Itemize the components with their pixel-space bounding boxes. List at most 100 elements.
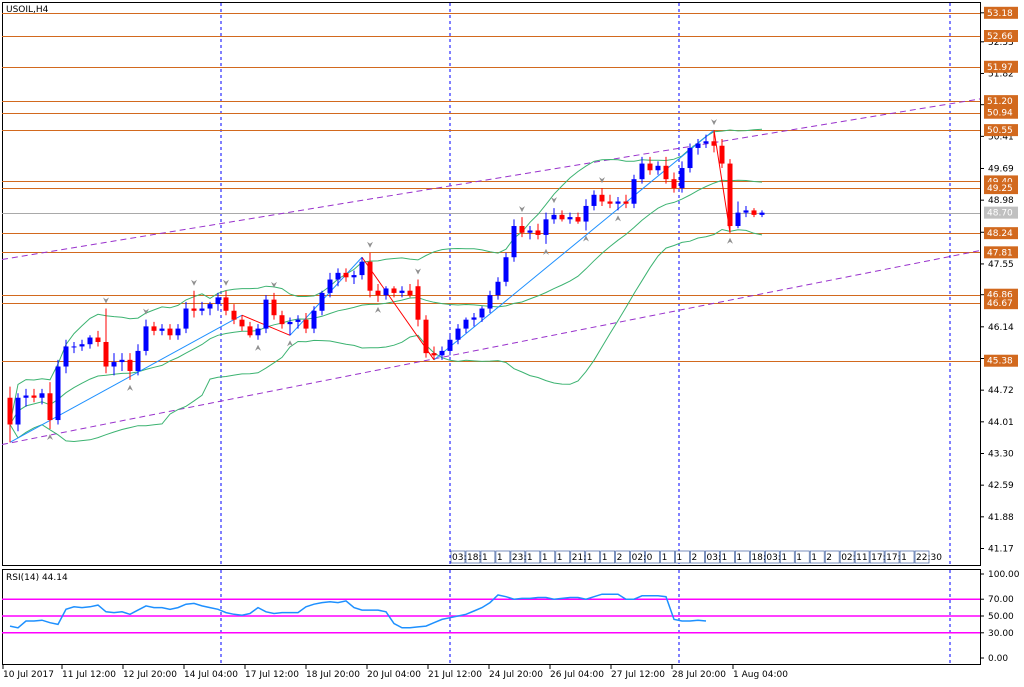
price-level-tag-label: 53.18 <box>987 9 1013 19</box>
candle-body-bull <box>743 210 749 213</box>
candle-body-bull <box>79 344 85 347</box>
fractal-up-arrow <box>223 279 229 286</box>
price-level-tag <box>984 354 1018 367</box>
price-level-tag <box>984 30 1018 43</box>
time-marker-box <box>854 550 870 564</box>
candle-body-bear <box>375 290 381 296</box>
candle-body-bear <box>415 286 421 320</box>
fractal-down-arrow <box>375 306 381 313</box>
candle-body-bull <box>295 319 301 322</box>
rsi-pane-frame <box>2 569 981 665</box>
candle-body-bear <box>535 230 541 235</box>
time-tick-label: 28 Jul 20:00 <box>672 670 726 680</box>
price-level-tag <box>984 106 1018 119</box>
main-pane-frame <box>2 2 981 566</box>
candle-body-bull <box>399 290 405 293</box>
price-tick-label: 50.41 <box>988 132 1014 142</box>
candle-body-bear <box>431 353 437 356</box>
time-marker-label: 1 <box>736 553 742 563</box>
fractal-up-arrow <box>271 281 277 288</box>
price-level-tag <box>984 246 1018 259</box>
time-marker-label: 03:00 <box>452 553 478 563</box>
time-marker-label: 1 <box>497 553 503 563</box>
zigzag-segment <box>713 130 731 233</box>
fractal-down-arrow <box>727 237 733 244</box>
time-marker-box <box>525 550 541 564</box>
zigzag-segment <box>361 256 435 361</box>
fractal-down-arrow <box>127 384 133 391</box>
candle-body-bull <box>39 393 45 398</box>
zigzag-segment <box>9 314 243 443</box>
time-marker-label: 1 <box>527 553 533 563</box>
time-marker-box <box>480 550 496 564</box>
candle-body-bull <box>23 395 29 398</box>
fractal-up-arrow <box>711 119 717 126</box>
time-marker-label: 11 <box>856 553 867 563</box>
price-tick-label: 48.98 <box>988 196 1014 206</box>
time-marker-label: 17:30 <box>871 553 897 563</box>
time-marker-box <box>824 550 840 564</box>
price-level-tag-label: 46.86 <box>987 291 1013 301</box>
time-marker-label: 2 <box>617 553 623 563</box>
time-marker-label: 1 <box>901 553 907 563</box>
candle-body-bull <box>135 350 141 371</box>
candle-body-bear <box>239 319 245 327</box>
time-marker-label: 1 <box>587 553 593 563</box>
candle-body-bull <box>311 310 317 329</box>
candle-body-bear <box>671 179 677 189</box>
candle-body-bull <box>639 163 645 180</box>
price-level-tag-label: 47.81 <box>987 248 1013 258</box>
candle-body-bull <box>327 279 333 293</box>
price-level-tag-label: 45.38 <box>987 357 1013 367</box>
main-price-axis: 53.1852.5351.8251.1250.4149.6948.9848.26… <box>980 6 1018 554</box>
time-marker-box <box>899 550 915 564</box>
candle-body-bear <box>247 326 253 336</box>
candle-body-bull <box>591 194 597 206</box>
candle-body-bull <box>159 328 165 331</box>
candle-body-bear <box>423 319 429 354</box>
fractal-up-arrow <box>551 197 557 204</box>
candle-body-bull <box>463 319 469 329</box>
time-marker-box <box>510 550 526 564</box>
candle-body-bull <box>687 147 693 169</box>
candle-body-bear <box>559 214 565 220</box>
price-level-tag <box>984 60 1018 73</box>
zigzag-segment <box>289 256 363 336</box>
candle-body-bear <box>727 163 733 227</box>
time-marker-label: 02: <box>632 553 646 563</box>
time-tick-label: 11 Jul 12:00 <box>62 670 116 680</box>
price-level-tag <box>984 6 1018 19</box>
fractal-down-arrow <box>287 340 293 347</box>
time-marker-label: 1 <box>796 553 802 563</box>
candle-body-bear <box>607 201 613 204</box>
price-level-tag-label: 48.70 <box>987 209 1013 219</box>
time-marker-box <box>660 550 675 564</box>
time-marker-box <box>750 550 765 564</box>
fractal-up-arrow <box>415 268 421 275</box>
time-marker-box <box>690 550 705 564</box>
price-level-tag <box>984 182 1018 195</box>
fractal-down-arrow <box>543 248 549 255</box>
time-marker-label: 02: <box>841 553 855 563</box>
candle-body-bear <box>279 315 285 325</box>
time-marker-label: 1 <box>557 553 563 563</box>
rsi-tick-label: 100.00 <box>988 570 1020 580</box>
time-marker-label: 22:30 <box>916 553 942 563</box>
time-tick-label: 24 Jul 20:00 <box>489 670 543 680</box>
rsi-label: RSI(14) 44.14 <box>6 573 68 583</box>
candle-body-bull <box>207 304 213 309</box>
time-marker-label: 21:00 <box>572 553 598 563</box>
candle-body-bear <box>663 165 669 180</box>
time-marker-box <box>540 550 556 564</box>
candle-body-bull <box>631 179 637 204</box>
time-marker-box <box>630 550 645 564</box>
candle-body-bull <box>455 328 461 340</box>
candle-body-bull <box>359 261 365 276</box>
candle-body-bear <box>7 397 13 425</box>
time-marker-label: 1 <box>721 553 727 563</box>
time-marker-label: 17:30 <box>886 553 912 563</box>
candle-body-bull <box>319 292 325 311</box>
time-tick-label: 10 Jul 2017 <box>3 670 54 680</box>
rsi-pane-plot <box>2 570 980 664</box>
